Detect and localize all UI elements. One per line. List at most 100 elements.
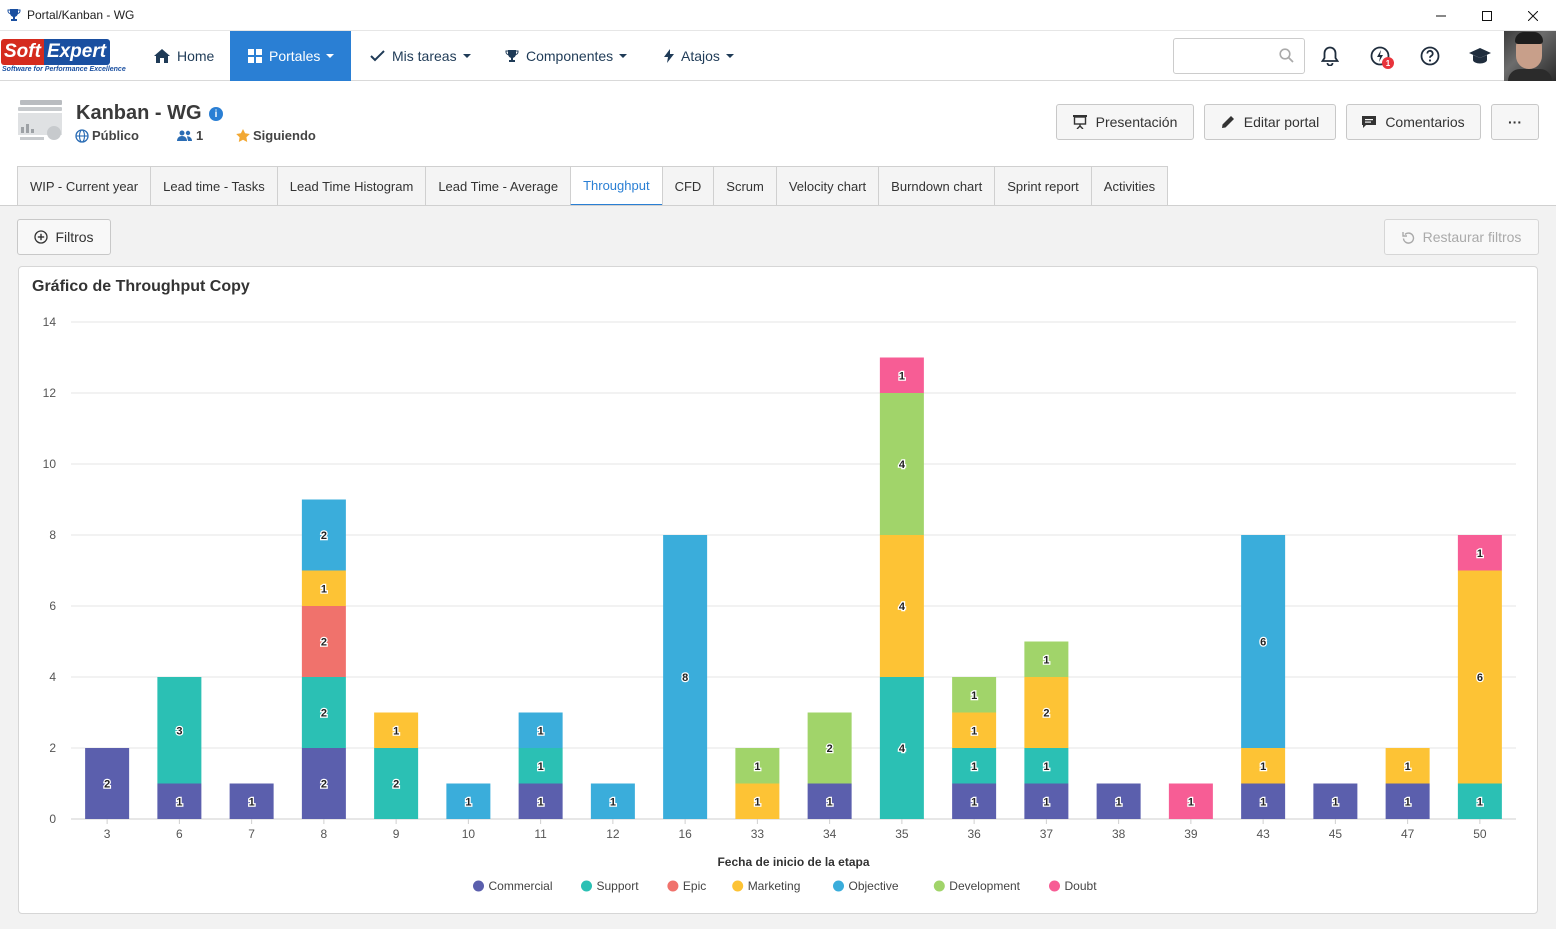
legend-item: Marketing [748, 879, 801, 893]
portal-tabs: WIP - Current year Lead time - Tasks Lead … [17, 166, 1169, 206]
notifications-button[interactable] [1317, 43, 1343, 69]
nav-shortcuts-label: Atajos [681, 48, 720, 64]
x-tick-label: 12 [606, 827, 620, 841]
bar-segment [518, 748, 563, 784]
bar-segment [879, 393, 924, 535]
bar-data-label: 1 [1477, 796, 1483, 808]
bar-data-label: 6 [1477, 672, 1483, 684]
search-icon[interactable] [1279, 48, 1294, 66]
restore-filters-button[interactable]: Restaurar filtros [1384, 219, 1539, 255]
notification-badge: 1 [1382, 57, 1394, 69]
x-tick-label: 39 [1184, 827, 1198, 841]
bar-data-label: 1 [465, 796, 471, 808]
bar-segment [301, 499, 346, 571]
close-window-button[interactable] [1510, 0, 1556, 31]
bar-segment [85, 748, 130, 819]
tab-lead-time-histogram[interactable]: Lead Time Histogram [276, 166, 426, 206]
tab-cfd[interactable]: CFD [661, 166, 714, 206]
bar-data-label: 2 [321, 530, 327, 542]
bar-data-label: 1 [1477, 548, 1483, 560]
filters-button[interactable]: Filtros [17, 219, 111, 255]
presentation-icon [1072, 115, 1087, 129]
search-input[interactable] [1174, 39, 1274, 73]
bar-segment [301, 606, 346, 677]
bar-data-label: 1 [1116, 796, 1122, 808]
bar-segment [879, 677, 924, 819]
logo-tagline: Software for Performance Excellence [2, 66, 126, 73]
nav-home-label: Home [177, 48, 215, 64]
tab-throughput[interactable]: Throughput [570, 166, 662, 206]
tab-lead-time-tasks[interactable]: Lead time - Tasks [150, 166, 277, 206]
search-box[interactable] [1173, 38, 1305, 74]
learning-button[interactable] [1467, 43, 1493, 69]
trophy-icon [6, 7, 22, 23]
bar-data-label: 1 [971, 761, 977, 773]
bar-segment [446, 783, 491, 819]
bar-segment [1024, 783, 1069, 819]
throughput-chart: 0246810121423136172221282191101111111281… [43, 315, 1516, 893]
filters-label: Filtros [55, 229, 94, 245]
softexpert-logo[interactable]: Soft Expert Software for Performance Exc… [1, 39, 131, 75]
presentation-button[interactable]: Presentación [1056, 104, 1194, 140]
maximize-button[interactable] [1464, 0, 1510, 31]
info-icon[interactable]: i [209, 107, 223, 121]
nav-tasks-label: Mis tareas [392, 48, 457, 64]
tab-activities[interactable]: Activities [1090, 166, 1169, 206]
help-button[interactable] [1417, 43, 1443, 69]
more-options-button[interactable]: ··· [1491, 104, 1539, 140]
compass-icon [1370, 46, 1390, 66]
tab-velocity-chart[interactable]: Velocity chart [775, 166, 879, 206]
nav-home[interactable]: Home [154, 31, 214, 81]
tab-lead-time-average[interactable]: Lead Time - Average [425, 166, 571, 206]
bar-data-label: 1 [1043, 654, 1049, 666]
x-tick-label: 6 [176, 827, 183, 841]
comment-icon [1362, 115, 1377, 129]
minimize-button[interactable] [1418, 0, 1464, 31]
comments-button[interactable]: Comentarios [1346, 104, 1481, 140]
nav-components[interactable]: Componentes [505, 31, 628, 81]
tab-wip-current-year[interactable]: WIP - Current year [17, 166, 151, 206]
bar-segment [374, 712, 419, 748]
user-avatar[interactable] [1504, 31, 1556, 81]
tab-sprint-report[interactable]: Sprint report [994, 166, 1091, 206]
bar-segment [807, 712, 852, 784]
close-icon [1528, 10, 1538, 21]
bar-data-label: 1 [1260, 761, 1266, 773]
bar-segment [1168, 783, 1213, 819]
bar-segment [952, 783, 997, 819]
y-tick-label: 4 [49, 670, 56, 684]
legend-marker [833, 880, 844, 892]
legend-item: Development [949, 879, 1020, 893]
activity-button[interactable]: 1 [1367, 43, 1394, 69]
x-tick-label: 34 [823, 827, 837, 841]
legend-marker [933, 880, 945, 892]
bar-data-label: 1 [754, 796, 760, 808]
throughput-chart-card: Gráfico de Throughput Copy 0 2 4 6 8 10 12 14 2 3… [18, 266, 1538, 914]
nav-portales[interactable]: Portales [230, 31, 351, 81]
bar-data-label: 1 [971, 690, 977, 702]
undo-icon [1401, 231, 1415, 244]
bar-segment [590, 783, 635, 819]
bar-segment [1024, 641, 1069, 677]
minimize-icon [1436, 15, 1446, 16]
x-tick-label: 37 [1040, 827, 1054, 841]
edit-portal-button[interactable]: Editar portal [1204, 104, 1336, 140]
bar-segment [1241, 535, 1286, 748]
tab-scrum[interactable]: Scrum [713, 166, 776, 206]
bar-data-label: 2 [827, 743, 833, 755]
page-title: Kanban - WG [76, 102, 202, 124]
bar-segment [952, 748, 997, 784]
legend-item: Objective [849, 879, 899, 893]
bolt-icon [664, 49, 674, 63]
bar-segment [735, 748, 780, 784]
comments-label: Comentarios [1385, 114, 1465, 130]
nav-shortcuts[interactable]: Atajos [664, 31, 734, 81]
nav-tasks[interactable]: Mis tareas [370, 31, 471, 81]
trophy-icon [505, 49, 519, 63]
following-indicator[interactable]: Siguiendo [236, 128, 316, 143]
bar-segment [301, 677, 346, 748]
bar-data-label: 1 [249, 796, 255, 808]
members-indicator[interactable]: 1 [177, 128, 203, 143]
bar-data-label: 2 [321, 708, 327, 720]
tab-burndown-chart[interactable]: Burndown chart [878, 166, 995, 206]
